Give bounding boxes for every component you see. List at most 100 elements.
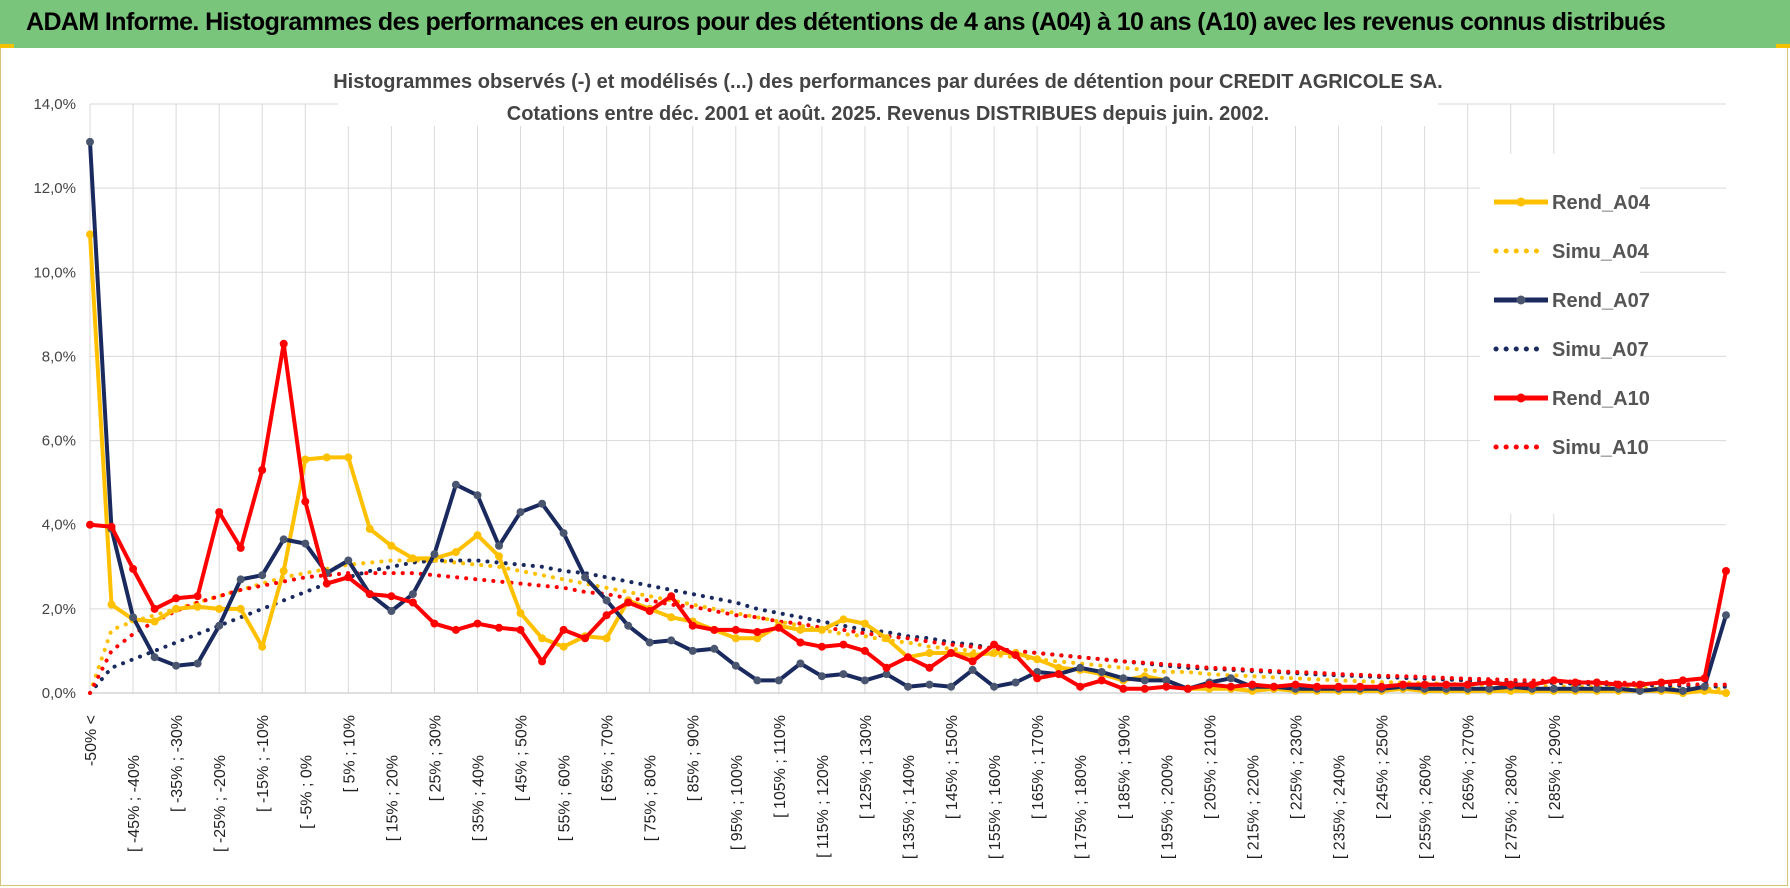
series-rend-a04-point bbox=[107, 600, 116, 609]
series-rend-a10-point bbox=[1592, 678, 1601, 687]
series-rend-a04-point bbox=[667, 613, 676, 622]
series-rend-a07-point bbox=[925, 680, 934, 689]
series-rend-a07-point bbox=[796, 659, 805, 668]
legend-simu-a07-label: Simu_A07 bbox=[1552, 339, 1649, 361]
series-rend-a07-point bbox=[408, 590, 417, 599]
legend-rend-a07-marker bbox=[1516, 295, 1526, 305]
legend-rend-a10-label: Rend_A10 bbox=[1552, 388, 1650, 410]
x-tick-label: [ 125% ; 130% bbox=[858, 715, 875, 819]
series-rend-a10-point bbox=[279, 339, 288, 348]
y-axis-ticks: 0,0% 2,0% 4,0% 6,0% 8,0% 10,0% 12,0% 14,0% bbox=[33, 96, 76, 702]
series-rend-a04-point bbox=[301, 455, 310, 464]
series-rend-a04-point bbox=[731, 634, 740, 643]
series-rend-a07-point bbox=[172, 661, 181, 670]
series-rend-a10-point bbox=[990, 640, 999, 649]
series-rend-a10-point bbox=[86, 520, 94, 529]
title-accent-left bbox=[0, 44, 14, 48]
series-rend-a07-point bbox=[645, 638, 654, 647]
series-rend-a04-point bbox=[882, 634, 891, 643]
series-rend-a10-point bbox=[1399, 680, 1408, 689]
series-rend-a04-point bbox=[817, 625, 826, 634]
series-rend-a07-point bbox=[1011, 678, 1020, 687]
series-rend-a04-point bbox=[408, 554, 417, 563]
x-tick-label: [ 215% ; 220% bbox=[1245, 755, 1262, 859]
series-rend-a07-point bbox=[451, 480, 460, 489]
x-tick-label: [ 35% ; 40% bbox=[470, 755, 487, 841]
series-rend-a07-point bbox=[1119, 674, 1128, 683]
series-rend-a04-point bbox=[344, 453, 353, 462]
series-rend-a07-point bbox=[1700, 682, 1709, 691]
legend-simu-a10-label: Simu_A10 bbox=[1552, 437, 1649, 459]
series-rend-a07-point bbox=[236, 575, 245, 584]
series-rend-a10-point bbox=[1614, 680, 1623, 689]
series-rend-a07-point bbox=[86, 137, 94, 146]
series-rend-a10-point bbox=[1248, 680, 1257, 689]
series-rend-a10-point bbox=[215, 508, 224, 517]
series-rend-a04-point bbox=[1033, 655, 1042, 664]
series-rend-a10-point bbox=[107, 522, 116, 531]
series-lines bbox=[86, 137, 1730, 697]
series-rend-a07-point bbox=[882, 670, 891, 679]
y-tick-label: 12,0% bbox=[33, 180, 76, 197]
series-rend-a10-point bbox=[710, 625, 719, 634]
series-rend-a04-point bbox=[322, 453, 331, 462]
series-rend-a07-point bbox=[215, 621, 224, 630]
x-tick-label: [ -15% ; -10% bbox=[255, 715, 272, 812]
series-rend-a10-point bbox=[1119, 684, 1128, 693]
series-rend-a04-point bbox=[839, 615, 848, 624]
legend-background bbox=[1480, 154, 1640, 514]
x-tick-label: [ 205% ; 210% bbox=[1202, 715, 1219, 819]
subtitle-background bbox=[338, 58, 1438, 126]
series-rend-a10-point bbox=[753, 628, 762, 636]
series-rend-a10-point bbox=[860, 646, 869, 655]
series-rend-a10-point bbox=[344, 573, 353, 582]
series-rend-a10-point bbox=[688, 621, 697, 630]
series-rend-a04-point bbox=[236, 604, 245, 613]
series-rend-a10-point bbox=[1291, 680, 1300, 689]
series-rend-a10-point bbox=[1678, 676, 1687, 685]
series-rend-a04-point bbox=[796, 625, 805, 634]
x-tick-label: [ 185% ; 190% bbox=[1116, 715, 1133, 819]
legend-rend-a10-marker bbox=[1516, 393, 1526, 403]
x-tick-label: [ 65% ; 70% bbox=[600, 715, 617, 801]
legend-rend-a04-marker bbox=[1516, 197, 1526, 207]
series-rend-a10-point bbox=[150, 604, 159, 613]
series-rend-a07-point bbox=[387, 607, 396, 615]
x-tick-label: [ 45% ; 50% bbox=[514, 715, 531, 801]
series-rend-a10-point bbox=[904, 653, 912, 662]
series-rend-a04-point bbox=[365, 524, 374, 533]
series-rend-a07-point bbox=[753, 676, 762, 685]
series-rend-a10-point bbox=[1162, 682, 1171, 691]
series-rend-a07-point bbox=[301, 539, 310, 548]
series-rend-a04-point bbox=[451, 548, 460, 557]
series-rend-a07-point bbox=[279, 535, 288, 544]
series-rend-a10-point bbox=[1420, 680, 1429, 689]
series-rend-a10-point bbox=[817, 642, 826, 651]
series-rend-a10-point bbox=[624, 598, 633, 607]
x-axis-ticks: -50% < [ -45% ; -40% [ -35% ; -30% [ -25% ;… bbox=[83, 715, 1564, 859]
series-rend-a07-point bbox=[1226, 674, 1235, 683]
series-rend-a04-point bbox=[473, 531, 482, 540]
x-tick-label: [ 265% ; 270% bbox=[1461, 715, 1478, 819]
series-rend-a07-point bbox=[667, 636, 676, 645]
series-rend-a07-point bbox=[968, 665, 977, 674]
x-tick-label: [ 225% ; 230% bbox=[1288, 715, 1305, 819]
series-rend-a07-point bbox=[1571, 684, 1580, 693]
series-rend-a07-point bbox=[1485, 684, 1494, 693]
series-rend-a10-point bbox=[1722, 567, 1730, 575]
series-rend-a07-point bbox=[559, 529, 568, 538]
series-rend-a10-point bbox=[1506, 680, 1515, 689]
series-rend-a04-point bbox=[150, 617, 159, 626]
x-tick-label: [ -5% ; 0% bbox=[298, 755, 315, 829]
series-rend-a10-point bbox=[1463, 680, 1472, 689]
series-rend-a10-point bbox=[1033, 674, 1042, 683]
x-tick-label: [ 275% ; 280% bbox=[1504, 755, 1521, 859]
chart-legend: Rend_A04 Simu_A04 Rend_A07 Simu_A07 Rend_A10… bbox=[1480, 154, 1651, 514]
series-rend-a07-point bbox=[1549, 684, 1558, 693]
x-tick-label: [ 165% ; 170% bbox=[1030, 715, 1047, 819]
series-rend-a10-point bbox=[1700, 674, 1709, 683]
series-rend-a10-point bbox=[774, 623, 783, 632]
series-rend-a07-point bbox=[495, 541, 503, 550]
series-rend-a04-point bbox=[279, 567, 288, 575]
series-rend-a10-point bbox=[387, 592, 396, 601]
